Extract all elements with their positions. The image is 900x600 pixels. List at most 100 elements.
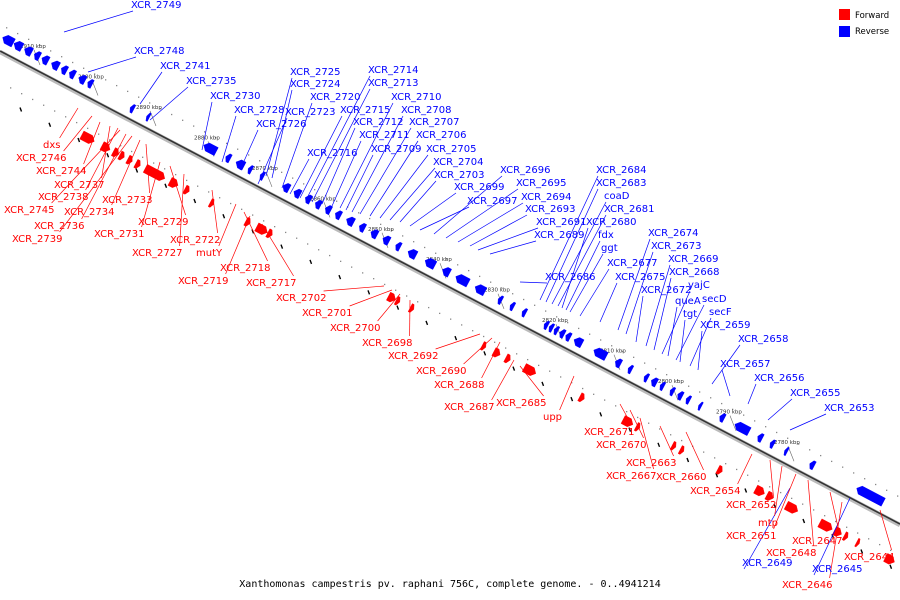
gene-label-xcr-2654[interactable]: XCR_2654	[690, 486, 741, 497]
reverse-gene[interactable]	[668, 386, 677, 397]
reverse-gene[interactable]	[613, 357, 624, 369]
reverse-gene[interactable]	[547, 323, 556, 333]
forward-gene[interactable]	[633, 422, 642, 432]
reverse-gene[interactable]	[145, 112, 152, 122]
forward-gene[interactable]	[491, 347, 502, 359]
gene-label-xcr-2689[interactable]: XCR_2689	[534, 230, 585, 241]
gene-label-xcr-2714[interactable]: XCR_2714	[368, 65, 419, 76]
forward-gene[interactable]	[117, 150, 127, 161]
gene-label-xcr-2737[interactable]: XCR_2737	[54, 180, 105, 191]
reverse-gene[interactable]	[258, 171, 267, 181]
gene-label-xcr-2697[interactable]: XCR_2697	[467, 196, 518, 207]
reverse-gene[interactable]	[128, 103, 137, 114]
gene-label-xcr-2731[interactable]: XCR_2731	[94, 229, 145, 240]
reverse-gene[interactable]	[292, 187, 303, 199]
forward-gene[interactable]	[182, 184, 192, 195]
gene-label-fdx[interactable]: fdx	[598, 230, 614, 241]
gene-label-xcr-2702[interactable]: XCR_2702	[276, 293, 327, 304]
forward-gene[interactable]	[620, 415, 635, 429]
reverse-gene[interactable]	[394, 241, 403, 252]
gene-label-xcr-2711[interactable]: XCR_2711	[359, 130, 410, 141]
gene-label-xcr-2649[interactable]: XCR_2649	[742, 558, 793, 569]
reverse-gene[interactable]	[855, 484, 886, 507]
gene-label-xcr-2692[interactable]: XCR_2692	[388, 351, 439, 362]
gene-label-xcr-2710[interactable]: XCR_2710	[391, 92, 442, 103]
gene-label-xcr-2680[interactable]: XCR_2680	[586, 217, 637, 228]
reverse-gene[interactable]	[313, 199, 324, 210]
gene-label-xcr-2693[interactable]: XCR_2693	[525, 204, 576, 215]
forward-gene[interactable]	[133, 159, 143, 169]
forward-gene[interactable]	[841, 531, 850, 542]
gene-label-xcr-2696[interactable]: XCR_2696	[500, 165, 551, 176]
gene-label-xcr-2668[interactable]: XCR_2668	[669, 267, 720, 278]
gene-label-xcr-2736[interactable]: XCR_2736	[34, 221, 85, 232]
gene-label-xcr-2748[interactable]: XCR_2748	[134, 46, 185, 57]
forward-gene[interactable]	[715, 464, 725, 475]
gene-label-xcr-2726[interactable]: XCR_2726	[256, 119, 307, 130]
gene-label-xcr-2745[interactable]: XCR_2745	[4, 205, 55, 216]
forward-gene[interactable]	[254, 222, 270, 237]
gene-label-xcr-2690[interactable]: XCR_2690	[416, 366, 467, 377]
gene-label-xcr-2657[interactable]: XCR_2657	[720, 359, 771, 370]
reverse-gene[interactable]	[454, 273, 471, 288]
forward-gene[interactable]	[393, 295, 402, 306]
reverse-gene[interactable]	[658, 381, 667, 392]
gene-label-xcr-2741[interactable]: XCR_2741	[160, 61, 211, 72]
gene-label-upp[interactable]: upp	[543, 412, 562, 423]
gene-label-xcr-2728[interactable]: XCR_2728	[234, 105, 285, 116]
gene-label-mtp[interactable]: mtp	[758, 518, 778, 529]
forward-gene[interactable]	[753, 484, 766, 498]
gene-label-xcr-2691[interactable]: XCR_2691	[536, 217, 587, 228]
gene-label-muty[interactable]: mutY	[196, 248, 223, 259]
gene-label-xcr-2673[interactable]: XCR_2673	[651, 241, 702, 252]
reverse-gene[interactable]	[642, 373, 651, 383]
gene-label-secf[interactable]: secF	[709, 307, 732, 318]
forward-gene[interactable]	[669, 441, 678, 451]
gene-label-xcr-2700[interactable]: XCR_2700	[330, 323, 381, 334]
gene-label-xcr-2739[interactable]: XCR_2739	[12, 234, 63, 245]
forward-gene[interactable]	[167, 177, 180, 189]
reverse-gene[interactable]	[697, 401, 704, 411]
gene-label-xcr-2651[interactable]: XCR_2651	[726, 531, 777, 542]
gene-label-xcr-2688[interactable]: XCR_2688	[434, 380, 485, 391]
gene-label-xcr-2659[interactable]: XCR_2659	[700, 320, 751, 331]
reverse-gene[interactable]	[733, 420, 752, 436]
gene-label-secd[interactable]: secD	[702, 294, 727, 305]
reverse-gene[interactable]	[303, 193, 314, 205]
gene-label-xcr-2685[interactable]: XCR_2685	[496, 398, 547, 409]
gene-label-xcr-2704[interactable]: XCR_2704	[433, 157, 484, 168]
reverse-gene[interactable]	[357, 222, 368, 233]
gene-label-xcr-2677[interactable]: XCR_2677	[607, 258, 658, 269]
gene-label-xcr-2738[interactable]: XCR_2738	[38, 192, 89, 203]
gene-label-xcr-2645[interactable]: XCR_2645	[812, 564, 863, 575]
gene-label-xcr-2720[interactable]: XCR_2720	[310, 92, 361, 103]
reverse-gene[interactable]	[684, 395, 693, 405]
gene-label-xcr-2694[interactable]: XCR_2694	[521, 192, 572, 203]
reverse-gene[interactable]	[59, 64, 70, 76]
gene-label-xcr-2719[interactable]: XCR_2719	[178, 276, 229, 287]
gene-label-xcr-2653[interactable]: XCR_2653	[824, 403, 875, 414]
gene-label-xcr-2670[interactable]: XCR_2670	[596, 440, 647, 451]
gene-label-xcr-2707[interactable]: XCR_2707	[409, 117, 460, 128]
reverse-gene[interactable]	[246, 164, 255, 175]
reverse-gene[interactable]	[381, 234, 392, 246]
reverse-gene[interactable]	[520, 307, 529, 318]
reverse-gene[interactable]	[808, 460, 817, 471]
forward-gene[interactable]	[142, 164, 167, 182]
reverse-gene[interactable]	[626, 364, 635, 375]
reverse-gene[interactable]	[406, 247, 419, 260]
forward-gene[interactable]	[386, 291, 397, 304]
reverse-gene[interactable]	[369, 228, 380, 240]
gene-label-xcr-2671[interactable]: XCR_2671	[584, 427, 635, 438]
gene-label-xcr-2686[interactable]: XCR_2686	[545, 272, 596, 283]
reverse-gene[interactable]	[508, 301, 517, 312]
reverse-gene[interactable]	[12, 39, 25, 52]
gene-label-xcr-2718[interactable]: XCR_2718	[220, 263, 271, 274]
gene-label-xcr-2667[interactable]: XCR_2667	[606, 471, 657, 482]
reverse-gene[interactable]	[558, 328, 567, 339]
reverse-gene[interactable]	[676, 390, 685, 401]
reverse-gene[interactable]	[22, 45, 34, 57]
gene-label-xcr-2660[interactable]: XCR_2660	[656, 472, 707, 483]
reverse-gene[interactable]	[67, 68, 78, 80]
gene-label-xcr-2706[interactable]: XCR_2706	[416, 130, 467, 141]
